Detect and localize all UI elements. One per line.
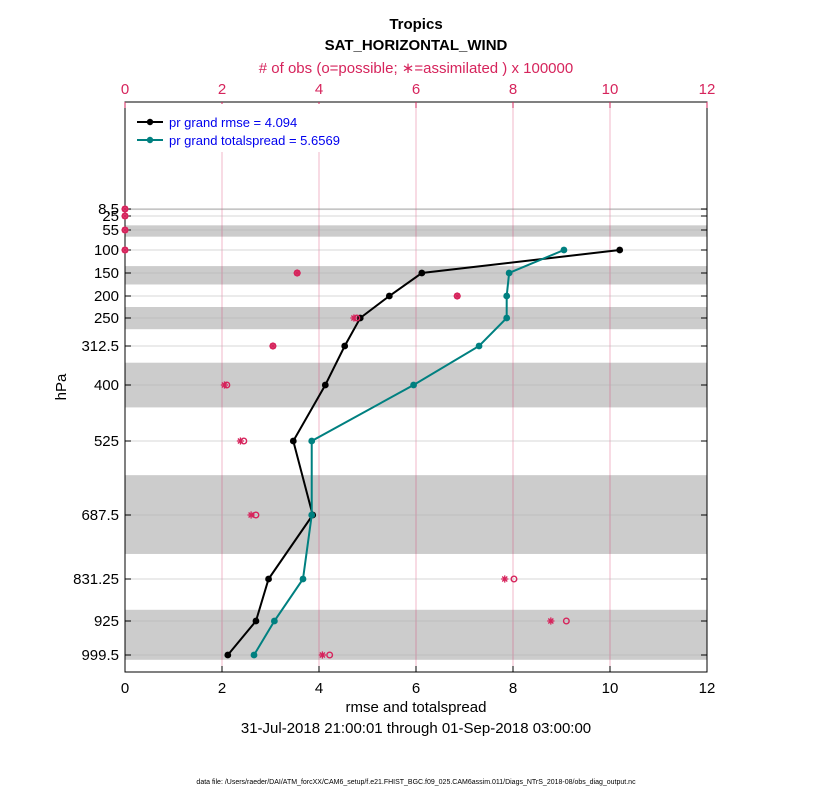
chart-subtitle: SAT_HORIZONTAL_WIND	[325, 37, 508, 54]
obs-assimilated-stroke	[122, 206, 128, 212]
top-tick-label: 2	[218, 81, 226, 98]
y-tick-label: 999.5	[81, 647, 119, 664]
obs-assimilated-marker	[293, 269, 301, 277]
series-point-spread	[503, 314, 511, 322]
obs-layer	[121, 205, 570, 659]
obs-assimilated-marker	[318, 651, 326, 659]
y-tick-label: 150	[94, 265, 119, 282]
x-tick-label: 12	[699, 680, 716, 697]
data-file-footnote: data file: /Users/raeder/DAI/ATM_forcXX/…	[196, 779, 636, 786]
x-axis-label: rmse and totalspread	[346, 699, 487, 716]
y-tick-label: 925	[94, 613, 119, 630]
obs-assimilated-marker	[220, 381, 229, 389]
obs-assimilated-stroke	[122, 213, 128, 219]
obs-assimilated-marker	[121, 246, 129, 254]
y-tick-label: 25	[102, 208, 119, 225]
obs-assimilated-stroke	[319, 652, 326, 658]
obs-assimilated-marker	[350, 314, 358, 322]
y-tick-label: 8.5	[98, 201, 119, 218]
legend-rmse-label: pr grand rmse = 4.094	[169, 115, 297, 130]
series-point-rmse	[385, 292, 393, 300]
top-axis-label: # of obs (o=possible; ∗=assimilated ) x …	[259, 60, 573, 77]
legend-spread-label: pr grand totalspread = 5.6569	[169, 133, 340, 148]
obs-possible-marker	[510, 575, 518, 583]
obs-assimilated-stroke	[237, 438, 244, 444]
series-point-spread	[270, 617, 278, 625]
x-tick-label: 4	[315, 680, 323, 697]
obs-assimilated-stroke	[501, 576, 508, 582]
series-point-spread	[308, 511, 316, 519]
obs-assimilated-stroke	[294, 270, 301, 276]
obs-assimilated-marker	[269, 342, 277, 350]
y-tick-label: 525	[94, 433, 119, 450]
series-point-rmse	[616, 246, 624, 254]
series-point-spread	[250, 651, 258, 659]
series-point-spread	[505, 269, 513, 277]
obs-assimilated-marker	[121, 205, 129, 213]
series-point-spread	[560, 246, 568, 254]
y-tick-label: 200	[94, 288, 119, 305]
x-tick-label: 0	[121, 680, 129, 697]
obs-assimilated-stroke	[248, 512, 255, 518]
y-tick-label: 312.5	[81, 338, 119, 355]
obs-assimilated-stroke	[269, 343, 276, 349]
obs-assimilated-marker	[501, 575, 509, 583]
obs-assimilated-marker	[247, 511, 255, 519]
series-point-rmse	[341, 342, 349, 350]
series-point-spread	[503, 292, 511, 300]
series-point-rmse	[252, 617, 260, 625]
y-tick-label: 100	[94, 242, 119, 259]
obs-assimilated-marker	[547, 617, 555, 625]
legend-box	[127, 104, 377, 152]
series-point-rmse	[224, 651, 232, 659]
top-tick-label: 8	[509, 81, 517, 98]
top-tick-label: 6	[412, 81, 420, 98]
obs-possible-marker	[326, 651, 334, 659]
top-tick-label: 0	[121, 81, 129, 98]
series-point-spread	[475, 342, 483, 350]
series-point-spread	[410, 381, 417, 389]
x-tick-label: 2	[218, 680, 226, 697]
x-tick-label: 10	[602, 680, 619, 697]
obs-assimilated-marker	[121, 212, 129, 220]
obs-assimilated-stroke	[221, 382, 228, 388]
y-tick-label: 400	[94, 377, 119, 394]
y-tick-label: 250	[94, 310, 119, 327]
obs-assimilated-stroke	[454, 293, 461, 299]
obs-assimilated-stroke	[547, 618, 554, 624]
series-point-rmse	[418, 269, 426, 277]
obs-assimilated-stroke	[350, 315, 357, 321]
series-point-rmse	[289, 437, 297, 445]
series-layer	[224, 246, 624, 659]
obs-assimilated-marker	[121, 226, 129, 234]
obs-possible-marker	[562, 617, 570, 625]
legend-rmse-marker	[146, 118, 154, 126]
obs-assimilated-stroke	[122, 247, 128, 253]
y-axis-label: hPa	[53, 373, 70, 400]
series-point-rmse	[265, 575, 272, 583]
x-tick-label: 8	[509, 680, 517, 697]
chart-title: Tropics	[389, 16, 442, 33]
series-point-rmse	[321, 381, 329, 389]
y-tick-label: 55	[102, 222, 119, 239]
top-tick-label: 12	[699, 81, 716, 98]
x-tick-label: 6	[412, 680, 420, 697]
legend: pr grand rmse = 4.094 pr grand totalspre…	[127, 104, 377, 152]
series-point-spread	[308, 437, 316, 445]
obs-assimilated-stroke	[122, 227, 128, 233]
obs-assimilated-marker	[236, 437, 245, 445]
series-point-spread	[299, 575, 307, 583]
legend-spread-marker	[146, 136, 154, 144]
y-tick-label: 687.5	[81, 507, 119, 524]
date-range: 31-Jul-2018 21:00:01 through 01-Sep-2018…	[241, 720, 591, 737]
top-tick-label: 10	[602, 81, 619, 98]
obs-assimilated-marker	[453, 292, 461, 300]
y-tick-label: 831.25	[73, 571, 119, 588]
top-tick-label: 4	[315, 81, 323, 98]
